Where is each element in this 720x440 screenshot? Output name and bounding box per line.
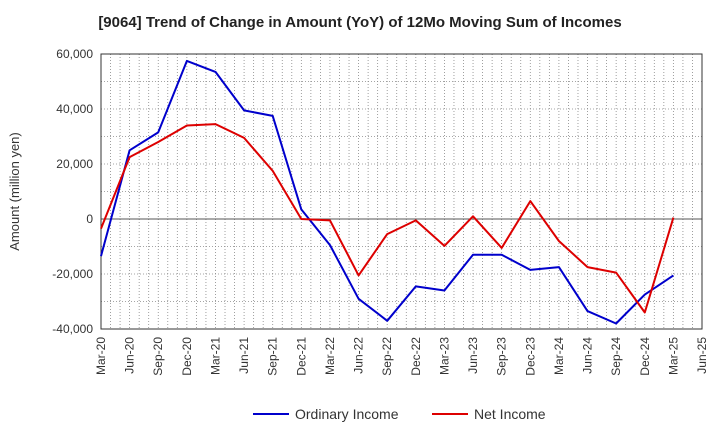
- x-tick-label: Mar-23: [437, 337, 451, 375]
- x-tick-label: Sep-21: [266, 337, 280, 376]
- x-tick-label: Sep-22: [380, 337, 394, 376]
- x-tick-label: Sep-23: [495, 337, 509, 376]
- x-tick-label: Jun-24: [581, 337, 595, 374]
- x-tick-label: Sep-24: [609, 337, 623, 376]
- x-tick-label: Dec-20: [180, 337, 194, 376]
- x-tick-label: Sep-20: [151, 337, 165, 376]
- legend-label-net-income: Net Income: [474, 406, 546, 422]
- x-tick-label: Mar-24: [552, 337, 566, 375]
- x-tick-label: Dec-22: [409, 337, 423, 376]
- legend-label-ordinary-income: Ordinary Income: [295, 406, 399, 422]
- x-tick-label: Dec-21: [294, 337, 308, 376]
- y-tick-label: 20,000: [56, 157, 93, 171]
- x-tick-label: Jun-21: [237, 337, 251, 374]
- y-axis-label: Amount (million yen): [7, 132, 22, 251]
- plot-border: [100, 53, 703, 330]
- y-tick-label: -40,000: [52, 322, 93, 336]
- x-tick-label: Mar-20: [94, 337, 108, 375]
- x-tick-label: Jun-20: [123, 337, 137, 374]
- x-tick-label: Mar-25: [666, 337, 680, 375]
- x-tick-label: Mar-22: [323, 337, 337, 375]
- x-tick-label: Dec-24: [638, 337, 652, 376]
- x-tick-label: Dec-23: [523, 337, 537, 376]
- y-tick-label: 40,000: [56, 102, 93, 116]
- x-tick-label: Jun-23: [466, 337, 480, 374]
- chart-title: [9064] Trend of Change in Amount (YoY) o…: [98, 14, 622, 31]
- y-tick-label: -20,000: [52, 267, 93, 281]
- x-tick-label: Jun-25: [695, 337, 709, 374]
- y-tick-label: 0: [86, 212, 93, 226]
- y-tick-label: 60,000: [56, 47, 93, 61]
- x-tick-label: Mar-21: [208, 337, 222, 375]
- x-tick-label: Jun-22: [352, 337, 366, 374]
